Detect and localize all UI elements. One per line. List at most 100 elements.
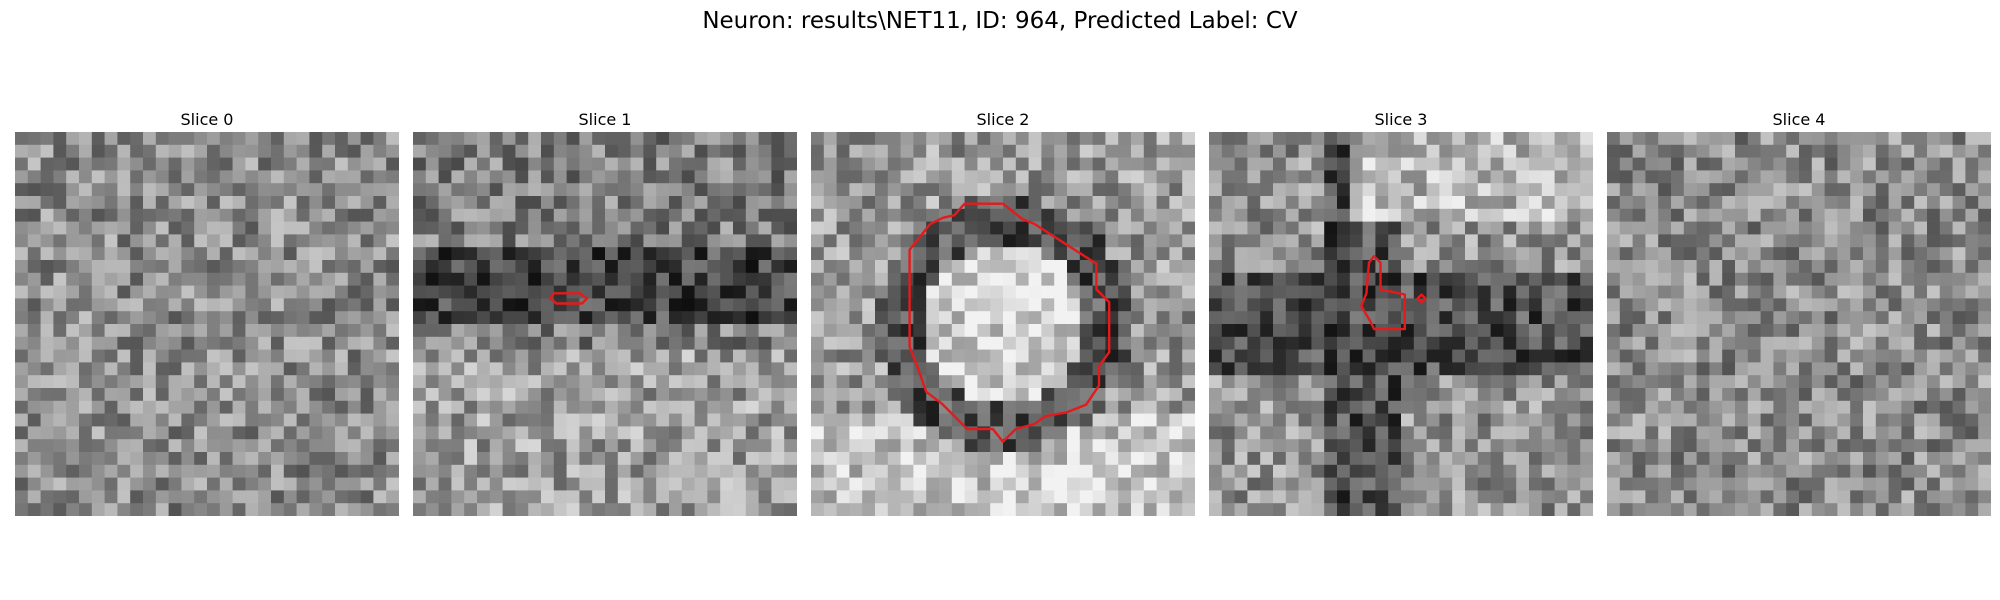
pixel-cell bbox=[27, 183, 41, 197]
pixel-cell bbox=[1671, 413, 1685, 427]
pixel-cell bbox=[1067, 221, 1081, 235]
pixel-cell bbox=[79, 362, 93, 376]
pixel-cell bbox=[541, 477, 555, 491]
pixel-cell bbox=[477, 324, 491, 338]
pixel-cell bbox=[1067, 285, 1081, 299]
pixel-cell bbox=[360, 452, 374, 466]
pixel-cell bbox=[579, 413, 593, 427]
pixel-cell bbox=[1477, 260, 1491, 274]
pixel-cell bbox=[1311, 464, 1325, 478]
pixel-cell bbox=[1760, 298, 1774, 312]
pixel-cell bbox=[207, 208, 221, 222]
pixel-cell bbox=[643, 452, 657, 466]
pixel-cell bbox=[1735, 426, 1749, 440]
pixel-cell bbox=[464, 132, 478, 146]
pixel-cell bbox=[1863, 247, 1877, 261]
pixel-cell bbox=[66, 144, 80, 158]
pixel-cell bbox=[862, 132, 876, 146]
pixel-cell bbox=[1247, 388, 1261, 402]
pixel-cell bbox=[1824, 388, 1838, 402]
pixel-cell bbox=[1054, 388, 1068, 402]
pixel-cell bbox=[1811, 298, 1825, 312]
pixel-cell bbox=[1337, 503, 1351, 516]
pixel-cell bbox=[1863, 132, 1877, 146]
pixel-cell bbox=[181, 349, 195, 363]
pixel-cell bbox=[1529, 311, 1543, 325]
pixel-cell bbox=[1645, 349, 1659, 363]
pixel-cell bbox=[1452, 170, 1466, 184]
pixel-cell bbox=[27, 157, 41, 171]
pixel-cell bbox=[360, 336, 374, 350]
pixel-cell bbox=[296, 247, 310, 261]
pixel-cell bbox=[707, 324, 721, 338]
pixel-cell bbox=[887, 375, 901, 389]
pixel-cell bbox=[271, 490, 285, 504]
pixel-cell bbox=[1362, 477, 1376, 491]
pixel-cell bbox=[15, 285, 29, 299]
pixel-cell bbox=[1273, 298, 1287, 312]
pixel-cell bbox=[669, 311, 683, 325]
pixel-cell bbox=[1773, 375, 1787, 389]
pixel-cell bbox=[1413, 477, 1427, 491]
pixel-cell bbox=[1567, 196, 1581, 210]
pixel-cell bbox=[1760, 503, 1774, 516]
pixel-cell bbox=[1401, 439, 1415, 453]
pixel-cell bbox=[413, 439, 427, 453]
pixel-cell bbox=[1465, 247, 1479, 261]
pixel-cell bbox=[836, 247, 850, 261]
pixel-cell bbox=[27, 452, 41, 466]
pixel-cell bbox=[1169, 285, 1183, 299]
pixel-cell bbox=[1863, 298, 1877, 312]
pixel-cell bbox=[117, 157, 131, 171]
pixel-cell bbox=[27, 144, 41, 158]
pixel-cell bbox=[1067, 362, 1081, 376]
pixel-cell bbox=[1760, 221, 1774, 235]
pixel-cell bbox=[1234, 477, 1248, 491]
pixel-cell bbox=[283, 452, 297, 466]
pixel-cell bbox=[40, 362, 54, 376]
pixel-cell bbox=[630, 144, 644, 158]
pixel-cell bbox=[1182, 144, 1195, 158]
pixel-cell bbox=[1503, 490, 1517, 504]
pixel-cell bbox=[1273, 170, 1287, 184]
pixel-cell bbox=[811, 400, 825, 414]
pixel-cell bbox=[1709, 170, 1723, 184]
pixel-cell bbox=[1209, 426, 1223, 440]
pixel-cell bbox=[1209, 413, 1223, 427]
pixel-cell bbox=[1465, 362, 1479, 376]
pixel-cell bbox=[1607, 413, 1621, 427]
pixel-cell bbox=[1978, 157, 1991, 171]
pixel-cell bbox=[977, 221, 991, 235]
pixel-cell bbox=[862, 221, 876, 235]
pixel-cell bbox=[1645, 196, 1659, 210]
pixel-cell bbox=[194, 336, 208, 350]
pixel-cell bbox=[1221, 362, 1235, 376]
pixel-cell bbox=[1696, 298, 1710, 312]
pixel-cell bbox=[1607, 400, 1621, 414]
pixel-cell bbox=[617, 477, 631, 491]
pixel-cell bbox=[656, 426, 670, 440]
pixel-cell bbox=[617, 324, 631, 338]
pixel-cell bbox=[232, 324, 246, 338]
pixel-cell bbox=[1567, 183, 1581, 197]
pixel-cell bbox=[1939, 464, 1953, 478]
pixel-cell bbox=[541, 503, 555, 516]
pixel-cell bbox=[745, 388, 759, 402]
pixel-cell bbox=[347, 311, 361, 325]
pixel-cell bbox=[1927, 272, 1941, 286]
pixel-cell bbox=[40, 490, 54, 504]
pixel-cell bbox=[515, 490, 529, 504]
pixel-cell bbox=[707, 349, 721, 363]
pixel-cell bbox=[1118, 426, 1132, 440]
pixel-cell bbox=[579, 426, 593, 440]
pixel-cell bbox=[745, 247, 759, 261]
pixel-cell bbox=[40, 336, 54, 350]
pixel-cell bbox=[1516, 464, 1530, 478]
pixel-cell bbox=[413, 221, 427, 235]
pixel-cell bbox=[887, 298, 901, 312]
pixel-cell bbox=[913, 196, 927, 210]
pixel-cell bbox=[66, 439, 80, 453]
pixel-cell bbox=[1273, 375, 1287, 389]
pixel-cell bbox=[1696, 208, 1710, 222]
pixel-cell bbox=[1105, 260, 1119, 274]
